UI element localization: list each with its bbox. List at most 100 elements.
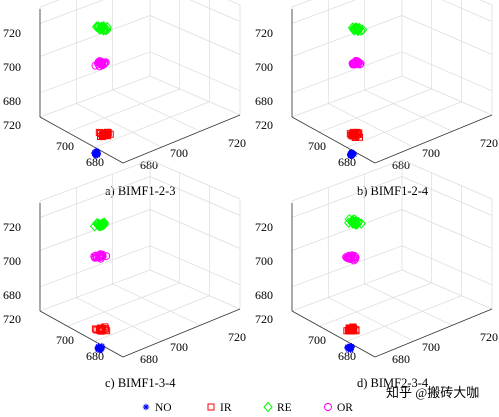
legend-marker-or (324, 403, 332, 411)
x-tick-label: 700 (308, 139, 326, 153)
legend-item-ir: IR (207, 402, 232, 414)
z-tick-label: 700 (3, 60, 21, 74)
z-tick-label: 720 (255, 118, 273, 132)
point-or (356, 59, 365, 68)
x-tick-label: 700 (56, 139, 74, 153)
point-or (351, 254, 360, 263)
legend-marker-no (142, 403, 150, 411)
point-or (95, 57, 104, 66)
z-tick-label: 680 (255, 94, 273, 108)
series-no (91, 147, 102, 160)
legend-item-re: RE (263, 401, 292, 414)
panel-caption: c) BIMF1-3-4 (105, 376, 176, 390)
grid (291, 0, 493, 148)
point-no (347, 150, 355, 157)
point-re (98, 25, 109, 36)
point-ir (104, 129, 112, 137)
series-no (94, 342, 106, 354)
z-tick-label: 720 (3, 26, 21, 40)
legend-marker-ir (207, 403, 215, 411)
point-ir (97, 324, 105, 332)
series-re (89, 217, 109, 232)
legend-marker-or (324, 403, 332, 411)
point-or (346, 254, 355, 263)
point-re (94, 24, 105, 35)
point-ir (353, 128, 361, 136)
point-or (352, 58, 361, 67)
z-tick-label: 680 (255, 288, 273, 302)
point-ir (349, 327, 357, 335)
legend-label-or: OR (337, 402, 353, 414)
z-tick-label: 680 (3, 94, 21, 108)
z-tick-label: 700 (3, 254, 21, 268)
z-tick-label: 680 (3, 288, 21, 302)
series-no (346, 149, 358, 159)
point-ir (349, 132, 357, 140)
x-tick-label: 680 (86, 155, 104, 169)
point-re (95, 24, 105, 35)
axes (291, 203, 493, 358)
y-tick-label: 700 (422, 146, 440, 160)
point-re (98, 20, 109, 32)
point-re (353, 217, 363, 228)
x-tick-label: 700 (308, 333, 326, 347)
series-or (90, 250, 111, 263)
point-re (99, 217, 109, 228)
axes (291, 9, 493, 164)
legend-label-no: NO (155, 402, 172, 414)
panel-d: 720 700 680 720 700 680 680 700 720 d) BIMF2-3-4 (255, 159, 498, 390)
series-re (347, 22, 368, 37)
series-ir (343, 323, 360, 335)
y-tick-label: 680 (140, 352, 158, 366)
panel-caption: a) BIMF1-2-3 (105, 184, 175, 198)
z-tick-label: 720 (3, 220, 21, 234)
series-or (348, 56, 365, 69)
legend-marker-no (142, 403, 150, 411)
z-tick-label: 720 (255, 26, 273, 40)
grid (291, 159, 493, 342)
legend-marker-ir (207, 403, 215, 411)
series-or (342, 251, 360, 265)
y-tick-label: 720 (480, 330, 498, 344)
z-tick-label: 700 (255, 254, 273, 268)
y-tick-label: 700 (170, 340, 188, 354)
point-re (349, 214, 360, 225)
point-or (94, 58, 103, 67)
point-ir (103, 131, 111, 139)
legend: NO IR RE OR (142, 401, 353, 414)
point-re (347, 22, 358, 33)
y-tick-label: 720 (228, 136, 246, 150)
legend-marker-re (263, 401, 273, 413)
point-or (98, 59, 107, 68)
legend-item-or: OR (324, 402, 353, 414)
z-tick-label: 720 (3, 312, 21, 326)
legend-label-re: RE (277, 402, 292, 414)
point-ir (95, 326, 103, 334)
grid (39, 0, 241, 148)
axes (39, 9, 241, 164)
point-no (93, 151, 100, 158)
series-or (91, 57, 110, 71)
y-tick-label: 680 (392, 352, 410, 366)
panel-caption: d) BIMF2-3-4 (357, 376, 429, 390)
point-no (96, 344, 103, 352)
series-re (343, 213, 366, 230)
panel-caption: b) BIMF1-2-4 (357, 184, 429, 198)
series-ir (346, 128, 363, 141)
point-no (346, 343, 354, 351)
series-no (344, 343, 355, 354)
point-ir (351, 133, 359, 141)
point-re (352, 25, 363, 36)
point-re (95, 219, 105, 231)
z-tick-label: 720 (255, 312, 273, 326)
y-tick-label: 720 (480, 136, 498, 150)
z-tick-label: 700 (255, 60, 273, 74)
z-tick-label: 720 (255, 220, 273, 234)
y-tick-label: 720 (228, 330, 246, 344)
point-re (98, 220, 108, 231)
legend-label-ir: IR (220, 402, 232, 414)
